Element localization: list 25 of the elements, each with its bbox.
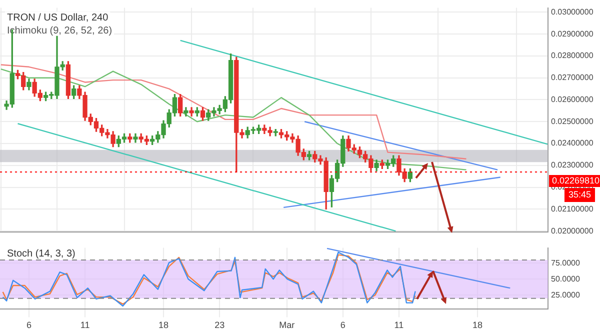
x-tick-label: 18: [472, 320, 482, 330]
y-tick-label: 0.02700000: [551, 73, 594, 82]
x-tick-label: 11: [80, 320, 90, 330]
text: 35:45: [568, 190, 592, 200]
y-tick-label: 0.02000000: [551, 226, 594, 236]
x-tick-label: 11: [394, 320, 404, 330]
y-tick-label: 25.0000: [551, 290, 580, 300]
y-tick-label: 0.02400000: [551, 138, 594, 148]
y-tick-label: 75.0000: [551, 258, 580, 268]
y-tick-label: 0.02500000: [551, 116, 594, 126]
y-tick-label: 50.0000: [551, 274, 580, 284]
text: TRON / US Dollar, 240: [7, 12, 109, 24]
x-tick-label: 23: [214, 320, 225, 330]
x-tick-label: Mar: [279, 320, 295, 330]
ref-line-label: 0.02269810: [552, 176, 600, 186]
y-tick-label: 0.02800000: [551, 51, 594, 60]
x-tick-label: 6: [340, 320, 346, 330]
y-tick-label: 0.02900000: [551, 29, 594, 38]
x-tick-label: 18: [158, 320, 169, 330]
y-tick-label: 0.02600000: [551, 94, 594, 104]
y-tick-label: 0.02100000: [551, 204, 594, 214]
chart-title: Stoch (14, 3, 3): [7, 248, 76, 260]
y-tick-label: 0.02300000: [551, 160, 594, 170]
x-tick-label: 6: [26, 320, 32, 330]
y-tick-label: 0.03000000: [551, 7, 594, 16]
